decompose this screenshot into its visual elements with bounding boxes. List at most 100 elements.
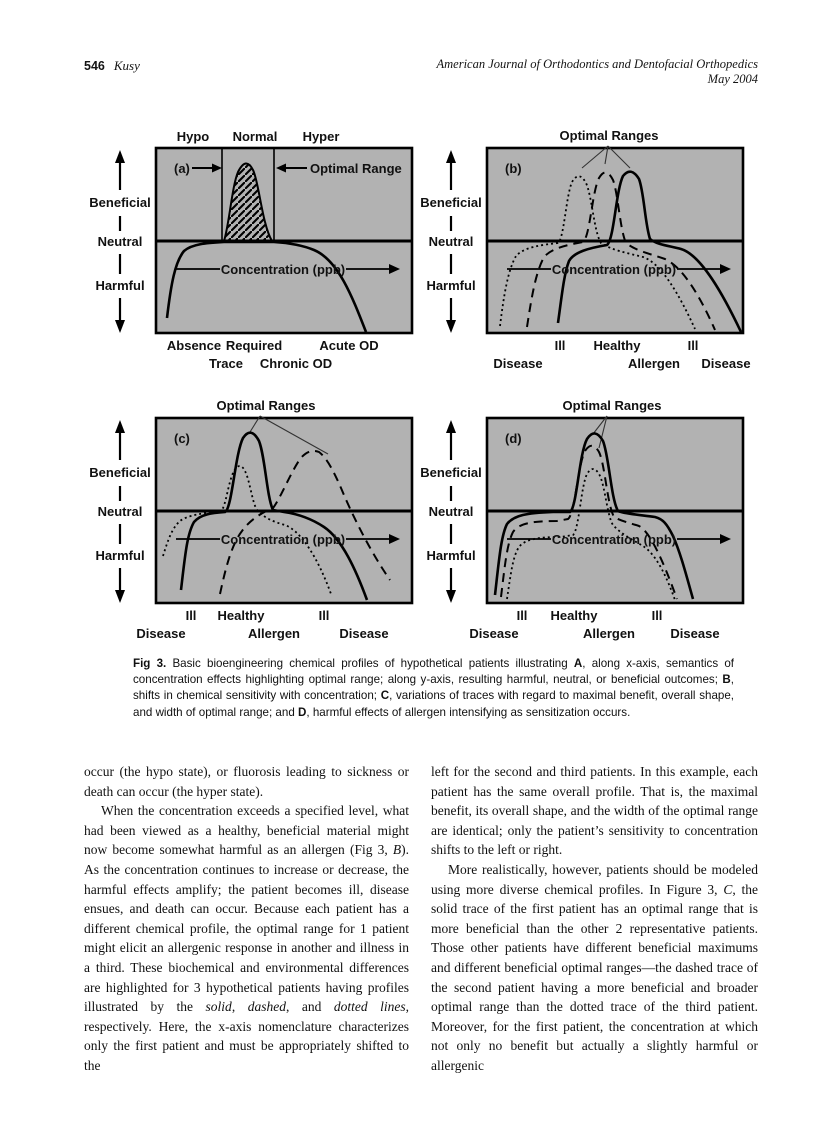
label-ill-left: Ill bbox=[555, 338, 566, 353]
arrow-left-icon bbox=[276, 163, 286, 173]
paragraph-text: More realistically, however, patients sh… bbox=[431, 861, 758, 897]
body-paragraph: When the concentration exceeds a specifi… bbox=[84, 801, 409, 1075]
arrow-down-icon bbox=[115, 590, 125, 603]
arrow-right-icon bbox=[212, 163, 222, 173]
y-axis-arrow bbox=[115, 420, 125, 603]
label-harmful: Harmful bbox=[95, 548, 144, 563]
dashed-trace bbox=[500, 444, 678, 600]
label-allergen: Allergen bbox=[628, 356, 680, 371]
caption-ref-c: C bbox=[380, 689, 390, 703]
label-disease-left: Disease bbox=[493, 356, 542, 371]
arrow-down-icon bbox=[446, 590, 456, 603]
body-paragraph: More realistically, however, patients sh… bbox=[431, 860, 758, 1076]
label-healthy: Healthy bbox=[218, 608, 266, 623]
italic-ref: B bbox=[392, 842, 402, 858]
panel-b-svg: Optimal Ranges Beneficial Neutral Harmfu… bbox=[420, 128, 750, 371]
y-axis-arrow bbox=[446, 150, 456, 333]
title-pointer-lines bbox=[249, 415, 329, 455]
dashed-trace bbox=[526, 171, 716, 331]
author-name: Kusy bbox=[113, 58, 140, 73]
journal-title: American Journal of Orthodontics and Den… bbox=[436, 57, 759, 71]
figure-panel-b: Optimal Ranges Beneficial Neutral Harmfu… bbox=[415, 126, 755, 383]
panel-id: (c) bbox=[174, 431, 190, 446]
paragraph-text: , respectively. Here, the x-axis nomencl… bbox=[84, 999, 410, 1073]
label-beneficial: Beneficial bbox=[89, 465, 150, 480]
optimal-peak-hatched bbox=[222, 162, 274, 242]
x-axis-arrow bbox=[507, 534, 731, 544]
x-axis-label: Concentration (ppb) bbox=[221, 262, 345, 277]
running-head-left: 546 Kusy bbox=[84, 58, 140, 74]
x-axis-arrow bbox=[507, 264, 731, 274]
caption-ref-a: A bbox=[573, 657, 583, 670]
italic-term: solid bbox=[205, 999, 232, 1015]
arrow-up-icon bbox=[446, 150, 456, 163]
journal-issue: May 2004 bbox=[707, 72, 758, 86]
panel-c-svg: Optimal Ranges Beneficial Neutral Harmfu… bbox=[89, 398, 414, 641]
label-allergen: Allergen bbox=[583, 626, 635, 641]
y-axis-arrow bbox=[446, 420, 456, 603]
panel-id: (b) bbox=[505, 161, 522, 176]
solid-trace bbox=[165, 240, 368, 333]
caption-ref-d: D bbox=[298, 705, 307, 719]
title-pointer-lines bbox=[592, 415, 608, 449]
arrow-right-icon bbox=[389, 534, 400, 544]
page-number: 546 bbox=[84, 59, 105, 73]
label-allergen: Allergen bbox=[248, 626, 300, 641]
arrow-right-icon bbox=[720, 264, 731, 274]
caption-text: Basic bioengineering chemical profiles o… bbox=[166, 657, 574, 670]
paragraph-text: occur (the hypo state), or fluorosis lea… bbox=[84, 764, 409, 799]
solid-trace bbox=[179, 431, 369, 601]
caption-text: , harmful effects of allergen intensifyi… bbox=[306, 705, 631, 719]
figure-panel-a: Hypo Normal Hyper Beneficial Neutral Har… bbox=[84, 126, 424, 383]
body-paragraph: left for the second and third patients. … bbox=[431, 762, 758, 860]
label-acute-od: Acute OD bbox=[319, 338, 378, 353]
solid-trace bbox=[556, 170, 743, 333]
figure-panel-c: Optimal Ranges Beneficial Neutral Harmfu… bbox=[84, 396, 424, 653]
body-column-left: occur (the hypo state), or fluorosis lea… bbox=[84, 762, 409, 1076]
label-healthy: Healthy bbox=[594, 338, 642, 353]
label-healthy: Healthy bbox=[551, 608, 599, 623]
solid-trace bbox=[493, 432, 695, 600]
dotted-trace bbox=[499, 175, 696, 330]
title-pointer-lines bbox=[581, 145, 631, 169]
paragraph-text: ). As the concentration continues to inc… bbox=[84, 842, 409, 1015]
label-ill-left: Ill bbox=[186, 608, 197, 623]
label-neutral: Neutral bbox=[98, 234, 143, 249]
arrow-down-icon bbox=[115, 320, 125, 333]
label-neutral: Neutral bbox=[98, 504, 143, 519]
arrow-up-icon bbox=[115, 420, 125, 433]
italic-ref: C bbox=[723, 881, 733, 897]
label-chronic-od: Chronic OD bbox=[260, 356, 332, 371]
label-trace: Trace bbox=[209, 356, 243, 371]
figure-caption: Fig 3. Basic bioengineering chemical pro… bbox=[133, 656, 734, 721]
label-beneficial: Beneficial bbox=[420, 195, 481, 210]
x-axis-label: Concentration (ppb) bbox=[221, 532, 345, 547]
label-disease-right: Disease bbox=[339, 626, 388, 641]
label-hyper: Hyper bbox=[303, 129, 340, 144]
italic-term: dashed bbox=[247, 999, 286, 1015]
label-required: Required bbox=[226, 338, 282, 353]
panel-id: (d) bbox=[505, 431, 522, 446]
caption-text: , shifts in chemical sensitivity with co… bbox=[133, 673, 734, 703]
label-ill-left: Ill bbox=[517, 608, 528, 623]
label-neutral: Neutral bbox=[429, 504, 474, 519]
panel-title: Optimal Ranges bbox=[217, 398, 316, 413]
label-ill-right: Ill bbox=[652, 608, 663, 623]
dashed-trace bbox=[219, 449, 391, 595]
label-harmful: Harmful bbox=[95, 278, 144, 293]
panel-title: Optimal Ranges bbox=[563, 398, 662, 413]
label-hypo: Hypo bbox=[177, 129, 210, 144]
paragraph-text: left for the second and third patients. … bbox=[431, 764, 758, 858]
body-column-right: left for the second and third patients. … bbox=[431, 762, 758, 1076]
running-head-right: American Journal of Orthodontics and Den… bbox=[437, 57, 759, 87]
x-axis-label: Concentration (ppb) bbox=[552, 532, 676, 547]
caption-text: , along x-axis, semantics of concentrati… bbox=[133, 657, 735, 687]
dotted-trace bbox=[506, 468, 676, 601]
arrow-up-icon bbox=[446, 420, 456, 433]
label-harmful: Harmful bbox=[426, 278, 475, 293]
paragraph-text: When the concentration exceeds a specifi… bbox=[84, 803, 409, 858]
body-paragraph: occur (the hypo state), or fluorosis lea… bbox=[84, 762, 409, 801]
arrow-right-icon bbox=[389, 264, 400, 274]
x-axis-arrow bbox=[176, 264, 400, 274]
